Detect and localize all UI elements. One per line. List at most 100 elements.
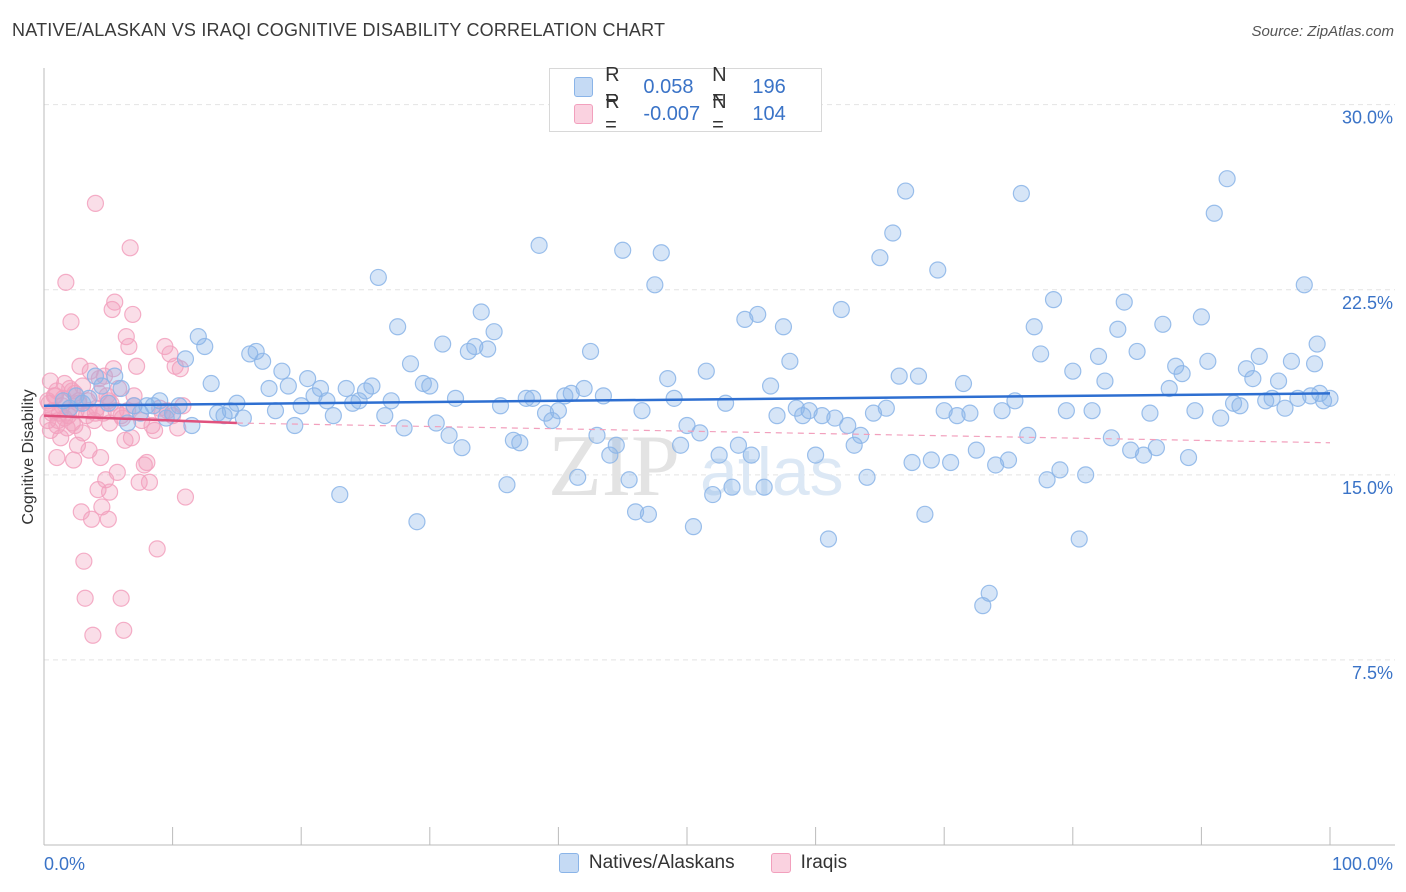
natives-point (774, 318, 793, 336)
natives-point (286, 416, 304, 435)
legend-n-value: 104 (752, 102, 786, 125)
natives-point (903, 453, 921, 472)
natives-points (54, 170, 1339, 615)
iraqis-point (135, 456, 153, 474)
watermark: ZIP atlas (548, 418, 844, 515)
iraqis-point (91, 448, 110, 467)
natives-point (864, 404, 883, 422)
natives-point (691, 424, 709, 442)
natives-point (86, 367, 105, 385)
natives-point (1305, 355, 1324, 373)
natives-point (453, 439, 471, 457)
natives-point (292, 397, 310, 415)
natives-point (1295, 276, 1313, 294)
natives-point (954, 374, 973, 393)
natives-point (646, 276, 664, 294)
natives-point (1044, 291, 1063, 309)
natives-point (948, 407, 966, 425)
natives-point (1173, 365, 1191, 383)
iraqis-point (86, 194, 105, 212)
natives-point (614, 241, 632, 259)
natives-point (1186, 402, 1204, 420)
natives-point (607, 436, 625, 454)
iraqis-point (84, 626, 102, 644)
natives-point (575, 379, 593, 398)
natives-point (299, 369, 317, 388)
natives-point (1051, 461, 1069, 479)
iraqis-point (57, 273, 75, 291)
natives-point (999, 451, 1018, 469)
natives-point (852, 426, 870, 444)
natives-point (234, 409, 252, 427)
iraqis-point (127, 357, 146, 375)
natives-point (151, 392, 169, 410)
gridlines (44, 104, 1395, 661)
natives-point (376, 407, 394, 425)
natives-point (1231, 397, 1249, 415)
x-tick-label-max: 100.0% (1332, 854, 1393, 874)
iraqis-trend-line (43, 414, 237, 425)
tick-labels: 7.5% 15.0% 22.5% 30.0% 0.0% 100.0% (44, 108, 1393, 874)
iraqis-point (71, 357, 89, 375)
natives-point (1109, 320, 1127, 338)
natives-point (176, 350, 195, 368)
natives-point (729, 436, 748, 454)
natives-point (202, 374, 220, 393)
legend-r-value: 0.058 (643, 75, 694, 98)
natives-point (871, 249, 889, 267)
natives-point (1025, 318, 1043, 336)
natives-point (1032, 345, 1050, 363)
legend-n-label: N = (712, 64, 727, 109)
chart-title: NATIVE/ALASKAN VS IRAQI COGNITIVE DISABI… (12, 20, 666, 40)
natives-point (710, 446, 728, 464)
natives-point (1141, 404, 1159, 422)
natives-point (401, 355, 420, 373)
natives-point (929, 261, 947, 279)
natives-point (884, 224, 902, 242)
natives-point (479, 340, 497, 358)
natives-point (581, 342, 600, 361)
legend-item-iraqis[interactable]: Iraqis (770, 852, 847, 874)
natives-point (877, 399, 895, 417)
iraqis-point (73, 424, 92, 442)
legend-swatch-pink (574, 104, 594, 124)
natives-point (1192, 308, 1211, 326)
natives-point (967, 441, 985, 459)
natives-point (1122, 441, 1140, 459)
iraqis-point (148, 540, 166, 558)
natives-point (916, 505, 934, 523)
natives-point (890, 367, 908, 385)
natives-point (112, 379, 130, 398)
natives-point (723, 478, 741, 496)
natives-point (1147, 439, 1165, 457)
natives-point (716, 394, 735, 412)
natives-point (987, 456, 1005, 474)
source-label: Source: ZipAtlas.com (1251, 23, 1394, 40)
iraqis-point (82, 510, 101, 528)
natives-point (684, 518, 703, 536)
axes (43, 68, 1395, 846)
natives-point (665, 389, 683, 407)
natives-point (434, 335, 452, 353)
natives-point (266, 402, 285, 420)
natives-point (768, 407, 786, 425)
legend-r-value: -0.007 (643, 102, 701, 125)
natives-point (1179, 448, 1198, 467)
natives-point (1057, 402, 1075, 420)
legend-item-natives[interactable]: Natives/Alaskans (558, 852, 735, 874)
natives-point (1205, 204, 1223, 222)
natives-point (935, 402, 953, 420)
natives-point (993, 402, 1011, 420)
natives-point (350, 392, 368, 410)
legend-swatch-natives (558, 853, 579, 873)
natives-point (832, 300, 850, 319)
natives-point (196, 337, 214, 356)
iraqis-point (100, 483, 119, 501)
natives-point (1237, 360, 1256, 378)
natives-point (980, 584, 998, 602)
natives-point (395, 419, 413, 437)
iraqis-point (145, 421, 164, 440)
natives-point (1070, 530, 1088, 548)
natives-point (909, 367, 928, 385)
natives-point (1019, 426, 1037, 444)
